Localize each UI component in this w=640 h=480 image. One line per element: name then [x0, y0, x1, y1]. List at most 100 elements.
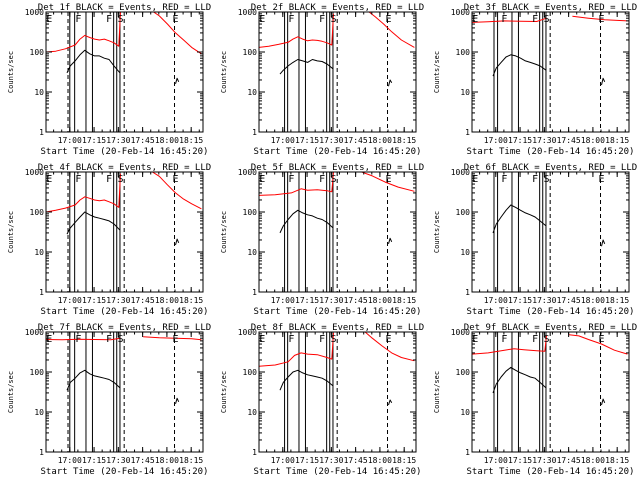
y-tick-label: 10	[34, 248, 44, 257]
series-lld-line	[259, 13, 334, 48]
x-tick-label: 17:45	[131, 296, 155, 305]
interval-marker-label: S	[117, 14, 123, 25]
interval-marker-label: F	[288, 174, 294, 185]
interval-marker-label: F	[319, 14, 325, 25]
x-tick-label: 17:00	[58, 456, 82, 465]
chart-title: Det 7f BLACK = Events, RED = LLD	[38, 323, 211, 333]
x-tick-label: 17:45	[557, 456, 581, 465]
interval-marker-label: E	[46, 334, 52, 345]
plot-frame	[471, 331, 630, 453]
y-axis-label: Counts/sec	[433, 371, 441, 413]
chart-title: Det 4f BLACK = Events, RED = LLD	[38, 163, 211, 173]
y-tick-label: 100	[30, 368, 45, 377]
y-tick-label: 1	[39, 288, 44, 297]
interval-marker-label: S	[117, 334, 123, 345]
series-events-line	[388, 237, 393, 244]
x-tick-label: 17:15	[508, 136, 532, 145]
interval-marker-label: F	[288, 334, 294, 345]
interval-marker-label: F	[106, 14, 112, 25]
interval-marker-label: F	[288, 14, 294, 25]
x-tick-label: 18:00	[368, 456, 392, 465]
x-tick-label: 17:00	[271, 456, 295, 465]
series-lld-line	[152, 12, 202, 55]
series-lld-line	[259, 332, 334, 367]
series-events-line	[492, 204, 547, 234]
y-tick-label: 1	[465, 288, 470, 297]
x-tick-label: 18:15	[605, 136, 629, 145]
interval-marker-label: E	[472, 174, 478, 185]
plot-frame	[45, 331, 204, 453]
chart-title: Det 6f BLACK = Events, RED = LLD	[464, 163, 637, 173]
x-tick-label: 17:45	[131, 136, 155, 145]
x-tick-label: 18:00	[368, 296, 392, 305]
x-tick-label: 18:15	[392, 296, 416, 305]
plot-data	[46, 172, 202, 292]
x-tick-label: 17:30	[106, 136, 130, 145]
series-events-line	[279, 369, 334, 391]
x-tick-label: 17:15	[508, 296, 532, 305]
y-tick-label: 100	[456, 368, 471, 377]
interval-marker-label: S	[330, 14, 336, 25]
x-tick-label: 18:00	[155, 136, 179, 145]
interval-marker-label: E	[598, 334, 604, 345]
x-tick-label: 17:45	[557, 296, 581, 305]
plot-data	[46, 332, 202, 452]
x-tick-label: 17:30	[319, 456, 343, 465]
series-events-line	[601, 398, 606, 406]
series-events-line	[279, 209, 334, 234]
interval-marker-label: E	[259, 334, 265, 345]
interval-marker-label: F	[501, 174, 507, 185]
chart-title: Det 3f BLACK = Events, RED = LLD	[464, 3, 637, 13]
series-lld-line	[368, 12, 415, 48]
y-tick-label: 1	[252, 288, 257, 297]
y-tick-label: 1000	[451, 168, 470, 177]
x-tick-label: 18:15	[179, 296, 203, 305]
x-tick-label: 17:45	[131, 456, 155, 465]
y-tick-label: 10	[247, 408, 257, 417]
x-tick-label: 17:15	[295, 296, 319, 305]
y-tick-label: 1000	[451, 8, 470, 17]
y-tick-label: 1000	[238, 8, 257, 17]
y-tick-label: 100	[30, 48, 45, 57]
y-tick-label: 1000	[451, 328, 470, 337]
interval-marker-label: S	[117, 174, 123, 185]
x-tick-label: 17:15	[82, 296, 106, 305]
series-events-line	[388, 399, 393, 406]
plot-frame	[471, 11, 630, 133]
interval-marker-label: E	[598, 14, 604, 25]
interval-marker-label: E	[259, 174, 265, 185]
interval-marker-label: F	[75, 174, 81, 185]
plot-data	[259, 172, 415, 292]
y-tick-label: 1	[39, 128, 44, 137]
series-lld-line	[46, 173, 121, 213]
interval-marker-label: E	[472, 334, 478, 345]
x-tick-label: 18:00	[581, 456, 605, 465]
x-tick-label: 17:45	[557, 136, 581, 145]
interval-marker-label: F	[319, 174, 325, 185]
interval-marker-label: E	[598, 174, 604, 185]
series-lld-line	[143, 336, 202, 341]
chart-panel-5: Det 5f BLACK = Events, RED = LLD Counts/s…	[220, 163, 424, 317]
chart-title: Det 9f BLACK = Events, RED = LLD	[464, 323, 637, 333]
x-tick-label: 17:00	[58, 136, 82, 145]
interval-marker-label: F	[319, 334, 325, 345]
interval-marker-label: S	[543, 334, 549, 345]
x-tick-label: 17:15	[295, 136, 319, 145]
series-lld-line	[472, 335, 547, 355]
series-lld-line	[360, 172, 415, 192]
interval-marker-label: E	[172, 14, 178, 25]
y-tick-label: 100	[243, 48, 258, 57]
x-axis-label: Start Time (20-Feb-14 16:45:20)	[254, 467, 422, 477]
x-tick-label: 17:30	[106, 296, 130, 305]
x-tick-label: 17:30	[319, 136, 343, 145]
series-events-line	[66, 369, 121, 391]
chart-panel-4: Det 4f BLACK = Events, RED = LLD Counts/s…	[7, 163, 211, 317]
y-tick-label: 10	[247, 88, 257, 97]
plot-data	[472, 332, 628, 452]
interval-marker-label: F	[75, 334, 81, 345]
x-tick-label: 17:45	[344, 456, 368, 465]
plot-frame	[258, 11, 417, 133]
interval-marker-label: F	[501, 334, 507, 345]
x-tick-label: 17:00	[484, 456, 508, 465]
